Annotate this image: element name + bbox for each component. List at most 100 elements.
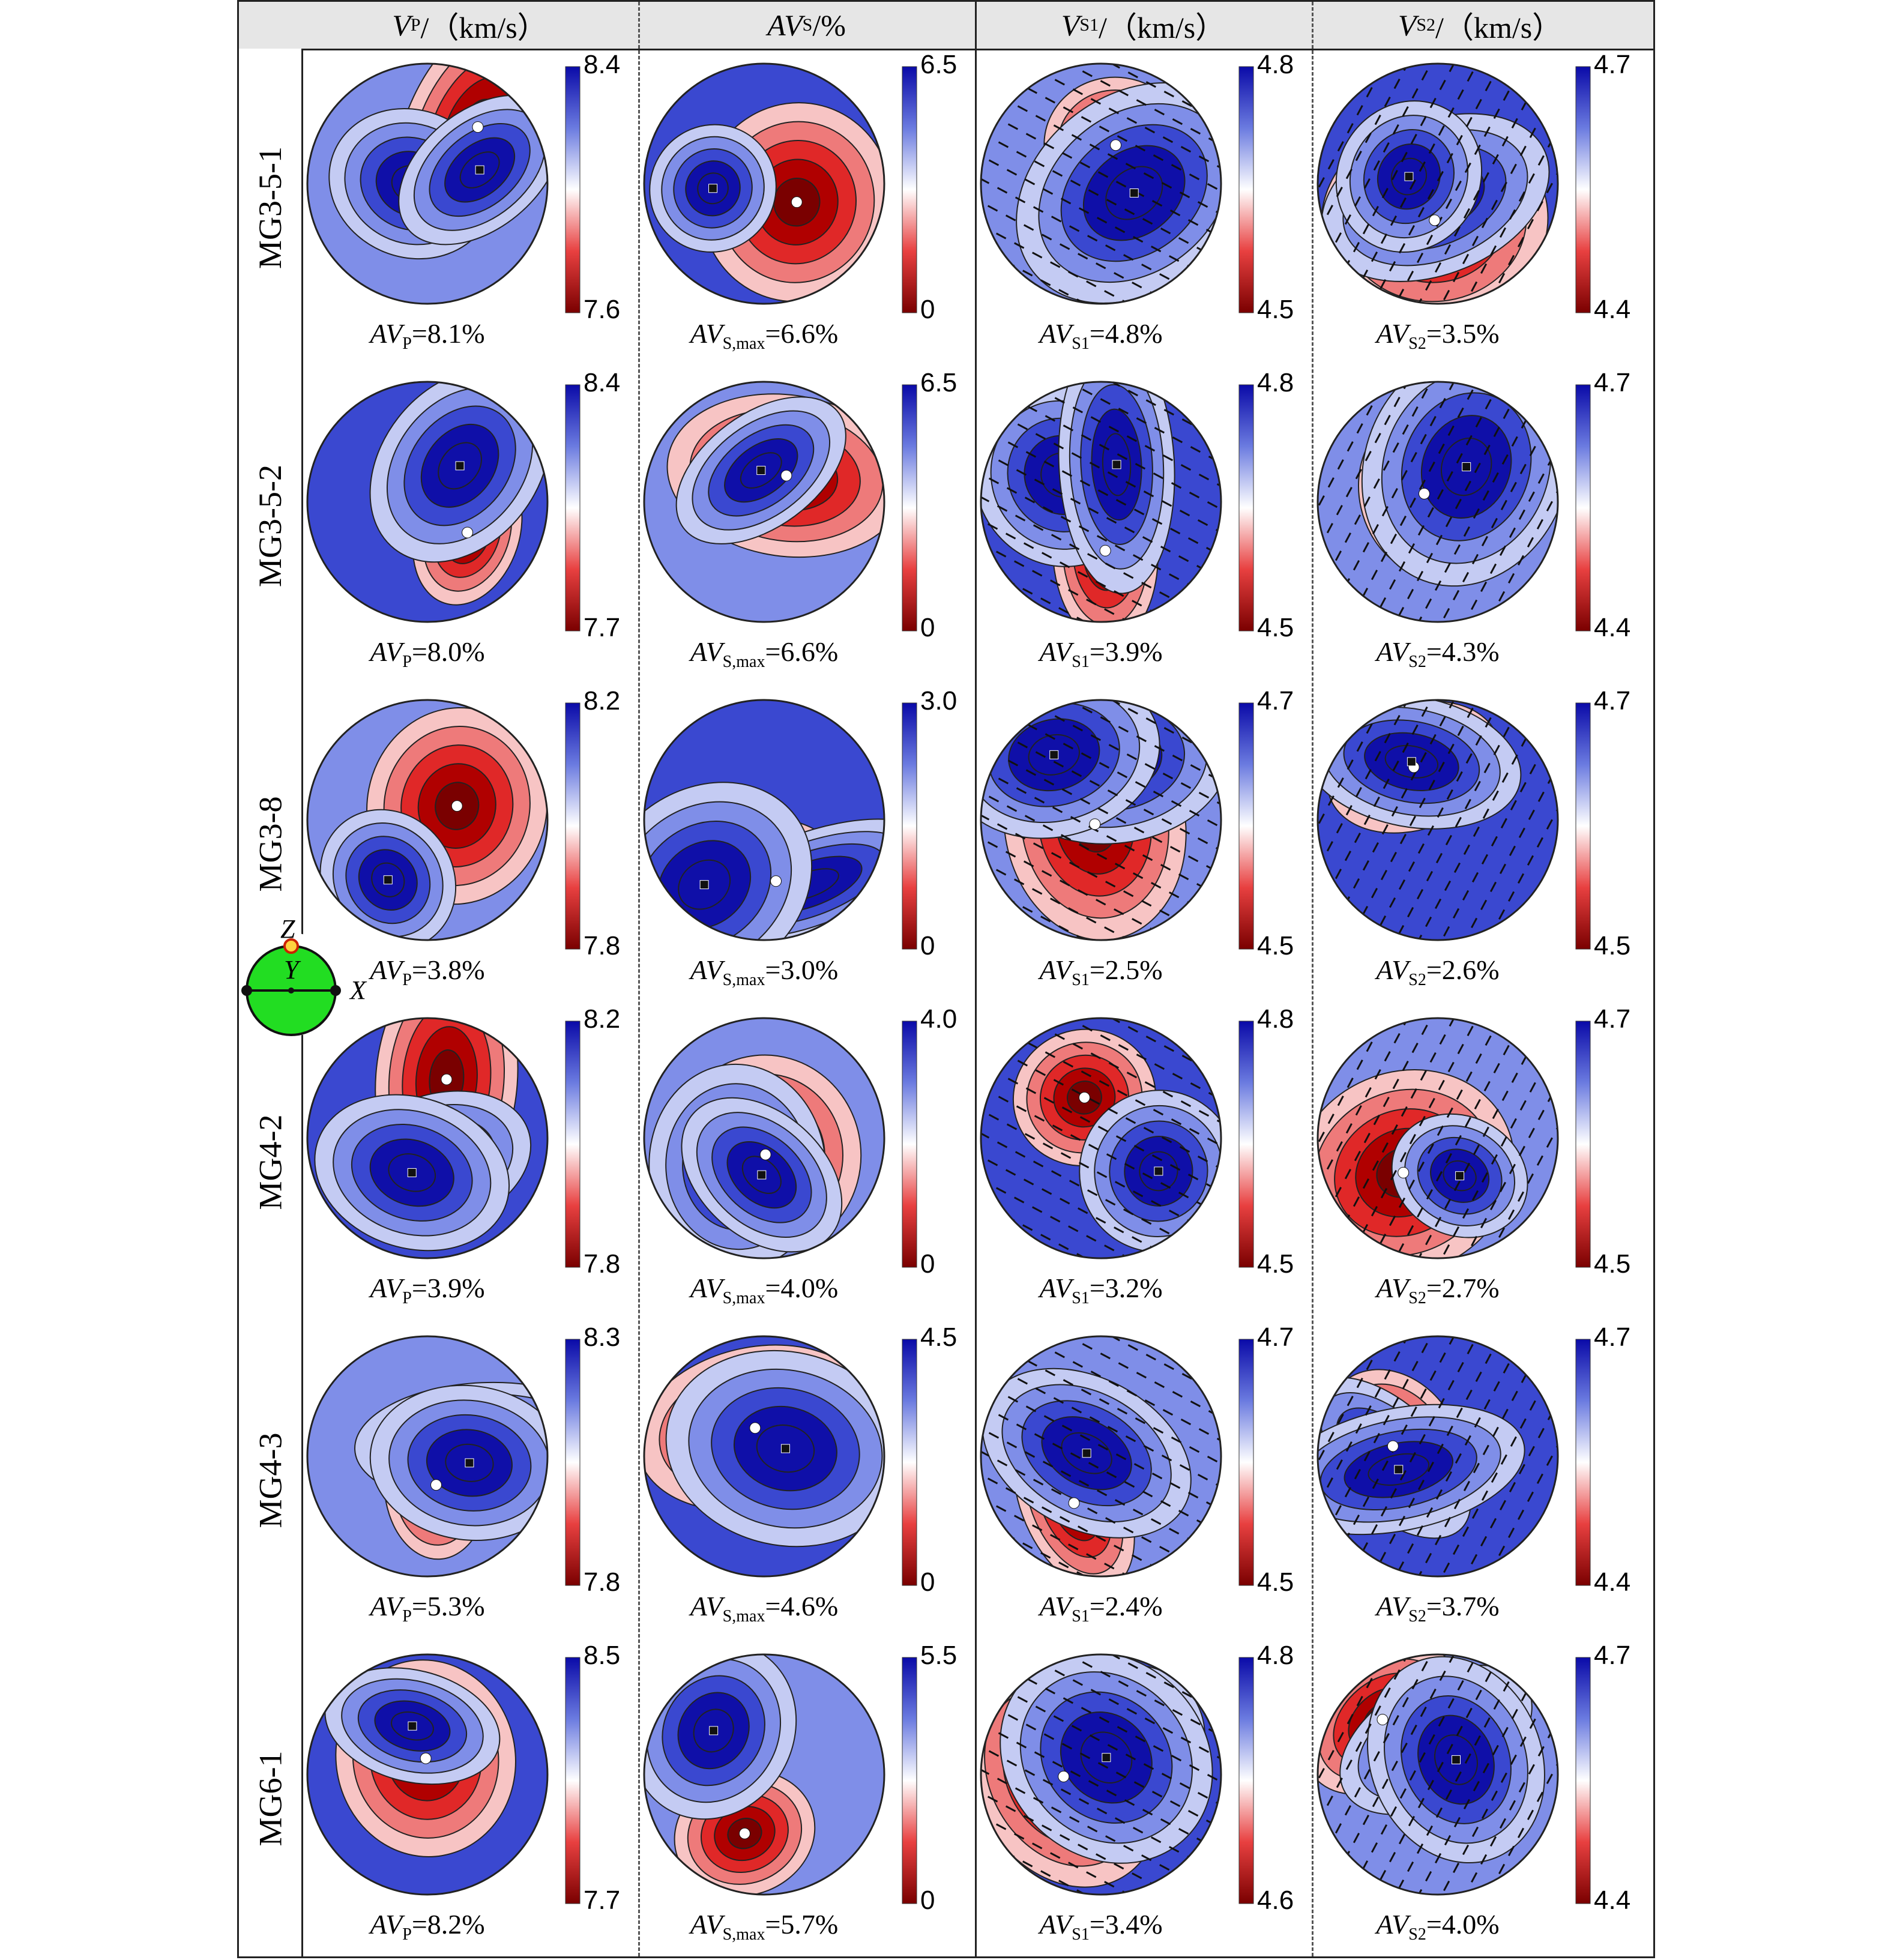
- pole-figure-panel: 6.5 0 AVS,max=6.6%: [638, 49, 975, 367]
- colorbar-max-label: 3.0: [920, 686, 958, 716]
- colorbar-min-label: 4.5: [1594, 931, 1631, 960]
- caption-subscript: S,max: [722, 653, 765, 672]
- anisotropy-caption: AVS2=4.3%: [1312, 636, 1564, 672]
- colorbar-max-label: 4.7: [1257, 1322, 1294, 1352]
- stereonet-outline: [1316, 699, 1559, 941]
- anisotropy-caption: AVP=8.2%: [301, 1908, 553, 1944]
- colorbar-max-label: 4.8: [1257, 1641, 1294, 1670]
- stereonet-outline: [980, 1335, 1222, 1578]
- caption-symbol: AV: [1039, 954, 1072, 985]
- maximum-marker: [1102, 1753, 1111, 1762]
- column-header-4: V S2/（km/s）: [1312, 2, 1648, 49]
- caption-subscript: P: [402, 1925, 412, 1944]
- stereonet-outline: [306, 1017, 549, 1259]
- caption-symbol: AV: [370, 954, 403, 985]
- colorbar-min-label: 4.6: [1257, 1886, 1294, 1915]
- caption-value: =3.4%: [1089, 1909, 1163, 1940]
- caption-subscript: S,max: [722, 1289, 765, 1308]
- colorbar: [902, 702, 917, 950]
- minimum-marker: [749, 1422, 761, 1434]
- colorbar-min-label: 4.4: [1594, 295, 1631, 324]
- minimum-marker: [430, 1479, 442, 1491]
- pole-figure-panel: 8.3 7.8 AVP=5.3%: [301, 1321, 638, 1639]
- maximum-marker: [407, 1168, 417, 1177]
- caption-value: =4.8%: [1089, 318, 1163, 349]
- colorbar: [1575, 1021, 1591, 1268]
- maximum-marker: [1394, 1465, 1404, 1474]
- anisotropy-caption: AVS,max=6.6%: [638, 318, 890, 354]
- pole-figure-panel: 5.5 0 AVS,max=5.7%: [638, 1639, 975, 1958]
- row-label: MG4-3: [239, 1321, 301, 1639]
- sample-name: MG6-1: [252, 1750, 288, 1847]
- anisotropy-caption: AVS,max=3.0%: [638, 954, 890, 990]
- colorbar-max-label: 4.5: [920, 1322, 958, 1352]
- stereonet-outline: [1316, 1335, 1559, 1578]
- caption-value: =8.1%: [411, 318, 485, 349]
- caption-subscript: P: [402, 653, 412, 672]
- stereonet-outline: [306, 62, 549, 305]
- polarization-ticks: [981, 64, 1221, 304]
- colorbar: [1575, 1339, 1591, 1586]
- stereonet-plot: [306, 699, 581, 950]
- caption-symbol: AV: [1376, 1909, 1409, 1940]
- anisotropy-caption: AVS1=3.9%: [975, 636, 1227, 672]
- column-header-sub: S2: [1416, 15, 1436, 35]
- pole-figure-panel: 8.5 7.7 AVP=8.2%: [301, 1639, 638, 1958]
- maximum-marker: [757, 1170, 767, 1180]
- maximum-marker: [699, 880, 709, 890]
- caption-symbol: AV: [1376, 1273, 1409, 1303]
- caption-value: =5.7%: [765, 1909, 839, 1940]
- anisotropy-caption: AVS1=2.5%: [975, 954, 1227, 990]
- header-bar: [239, 2, 1653, 50]
- polarization-ticks: [981, 1336, 1221, 1576]
- minimum-marker: [462, 526, 474, 538]
- sample-name: MG4-3: [252, 1432, 288, 1528]
- caption-symbol: AV: [370, 318, 403, 349]
- colorbar-min-label: 4.4: [1594, 613, 1631, 642]
- colorbar-max-label: 8.4: [584, 368, 621, 397]
- axes-legend-icon: [240, 933, 343, 1036]
- colorbar: [565, 1021, 581, 1268]
- stereonet-plot: [306, 62, 581, 313]
- caption-subscript: S1: [1072, 653, 1090, 672]
- polarization-ticks: [981, 1018, 1221, 1258]
- polarization-ticks: [1318, 1336, 1558, 1576]
- stereonet-outline: [980, 1653, 1222, 1896]
- maximum-marker: [1129, 188, 1139, 198]
- pole-figure-panel: 4.8 4.6 AVS1=3.4%: [975, 1639, 1312, 1958]
- caption-subscript: P: [402, 1289, 412, 1308]
- caption-subscript: S2: [1408, 1289, 1426, 1308]
- row-label: MG3-5-2: [239, 367, 301, 685]
- column-header-unit: /%: [812, 8, 846, 42]
- column-header-1: V P/（km/s）: [301, 2, 638, 49]
- stereonet-plot: [980, 1335, 1254, 1586]
- caption-subscript: S,max: [722, 1607, 765, 1626]
- colorbar-min-label: 4.5: [1257, 1567, 1294, 1597]
- colorbar: [902, 1339, 917, 1586]
- caption-symbol: AV: [370, 636, 403, 667]
- maximum-marker: [1451, 1755, 1461, 1764]
- colorbar-min-label: 4.4: [1594, 1886, 1631, 1915]
- maximum-marker: [1462, 462, 1471, 472]
- caption-value: =4.0%: [765, 1273, 839, 1303]
- stereonet-plot: [1316, 699, 1591, 950]
- caption-value: =2.5%: [1089, 954, 1163, 985]
- caption-subscript: P: [402, 971, 412, 990]
- caption-value: =4.3%: [1426, 636, 1500, 667]
- colorbar: [565, 384, 581, 632]
- anisotropy-caption: AVS,max=4.0%: [638, 1272, 890, 1308]
- column-separator: [638, 2, 640, 1956]
- minimum-marker: [770, 875, 782, 887]
- column-header-main: V: [1398, 8, 1417, 42]
- minimum-marker: [759, 1148, 771, 1160]
- pole-figure-panel: 8.2 7.8 AVP=3.9%: [301, 1003, 638, 1321]
- anisotropy-caption: AVS2=3.5%: [1312, 318, 1564, 354]
- caption-subscript: S2: [1408, 1607, 1426, 1626]
- anisotropy-caption: AVS1=3.2%: [975, 1272, 1227, 1308]
- caption-subscript: P: [402, 334, 412, 354]
- stereonet-plot: [306, 1653, 581, 1904]
- colorbar: [1575, 384, 1591, 632]
- colorbar-min-label: 7.8: [584, 1567, 621, 1597]
- maximum-marker: [708, 184, 718, 193]
- stereonet-outline: [643, 1017, 885, 1259]
